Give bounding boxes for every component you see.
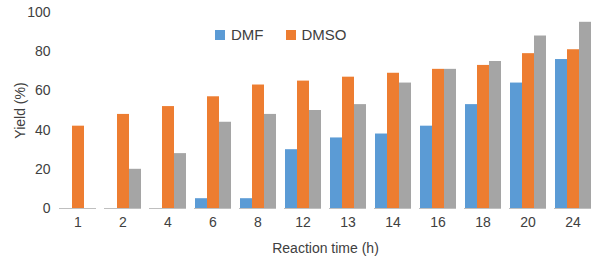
svg-text:2: 2 (119, 214, 127, 230)
svg-text:4: 4 (164, 214, 172, 230)
svg-text:20: 20 (35, 161, 51, 177)
svg-text:Yield (%): Yield (%) (12, 82, 28, 138)
svg-text:8: 8 (254, 214, 262, 230)
html-text:DMF: DMF (231, 26, 264, 43)
svg-text:18: 18 (475, 214, 491, 230)
svg-text:24: 24 (565, 214, 581, 230)
svg-text:13: 13 (340, 214, 356, 230)
svg-text:6: 6 (209, 214, 217, 230)
svg-text:40: 40 (35, 122, 51, 138)
svg-text:16: 16 (430, 214, 446, 230)
svg-text:14: 14 (385, 214, 401, 230)
svg-text:60: 60 (35, 82, 51, 98)
svg-text:0: 0 (43, 200, 51, 216)
svg-text:12: 12 (295, 214, 311, 230)
svg-text:100: 100 (27, 4, 51, 20)
svg-text:80: 80 (35, 43, 51, 59)
svg-text:20: 20 (520, 214, 536, 230)
svg-text:Reaction time (h): Reaction time (h) (272, 240, 379, 256)
svg-text:1: 1 (74, 214, 82, 230)
html-text:DMSO: DMSO (301, 26, 347, 43)
